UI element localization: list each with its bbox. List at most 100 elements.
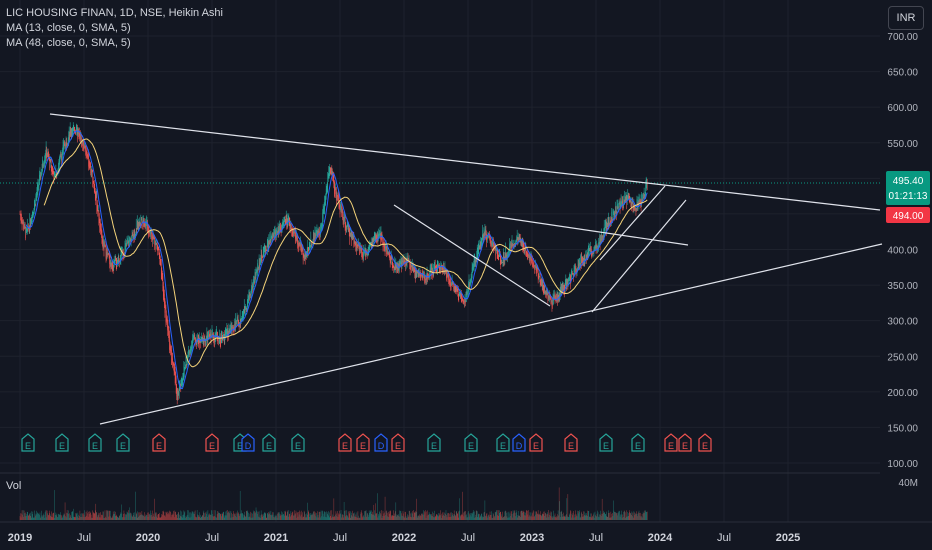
volume-bar [513,513,514,520]
volume-bar [197,514,198,520]
volume-bar [181,516,182,520]
volume-bar [590,517,592,520]
volume-bar [565,515,566,520]
candle-body [401,262,402,268]
candle-body [108,254,110,257]
candle-body [196,340,197,345]
volume-bar [445,514,446,520]
candle-body [88,161,90,164]
candle-body [497,254,499,257]
candle-body [172,362,174,364]
candle-body [617,206,619,208]
candle-body [540,279,541,283]
candle-body [180,384,182,388]
ma-48-label[interactable]: MA (48, close, 0, SMA, 5) [6,37,131,49]
candle-body [139,221,141,224]
volume-bar [228,511,229,520]
candle-body [189,350,190,353]
volume-bar [327,514,328,520]
volume-bar [440,515,442,520]
volume-bar [459,498,460,520]
volume-bar [397,515,398,520]
candle-body [170,346,171,352]
volume-bar [369,511,371,520]
trendlines[interactable] [49,113,883,425]
candle-body [422,274,423,277]
candle-body [310,246,311,247]
volume-bar [576,516,578,520]
volume-bar [611,513,613,520]
candle-body [43,165,44,167]
symbol-title[interactable]: LIC HOUSING FINAN, 1D, NSE, Heikin Ashi [6,7,223,19]
candle-body [256,272,257,274]
candle-body [189,351,191,355]
candle-body [396,267,398,269]
candle-body [537,268,538,272]
volume-bar [404,517,405,520]
candle-body [213,334,214,341]
candle-body [206,337,207,341]
candle-body [601,235,603,238]
volume-bar [438,516,439,520]
volume-bar [56,513,58,520]
candle-body [343,217,344,224]
volume-bar [67,513,68,520]
volume-bar [607,516,608,520]
candle-body [593,252,594,254]
volume-bar [159,517,161,520]
candle-body [341,206,342,213]
volume-bar [48,513,50,520]
currency-button[interactable]: INR [888,6,924,30]
volume-bar [308,511,309,520]
candle-body [238,320,239,325]
candle-body [243,314,244,316]
candle-body [627,192,628,200]
volume-bar [477,513,479,520]
candle-body [177,392,178,395]
candle-body [247,296,249,304]
volume-bar [298,514,300,520]
volume-bar [400,511,402,520]
volume-bar [573,517,575,520]
volume-bar [150,510,151,520]
volume-bar [219,513,220,520]
candle-body [250,293,251,295]
volume-bar [85,516,86,520]
volume-bar [252,517,254,520]
candle-body [499,254,500,256]
candle-body [430,267,431,272]
candle-body [607,222,609,227]
candle-body [549,295,551,299]
volume-bar [283,511,285,520]
candle-body [413,268,415,272]
volume-bar [432,511,433,520]
volume-bar [49,510,50,520]
volume-bar [637,513,639,520]
candle-body [401,259,403,265]
volume-bar [327,515,329,520]
volume-bar [274,517,275,520]
volume-bar [558,487,560,520]
volume-bar [91,517,92,520]
candle-body [557,295,558,301]
candle-body [199,339,200,345]
volume-bar [146,515,147,520]
candle-body [235,323,237,325]
candle-body [571,270,573,276]
candle-body [318,231,319,235]
candle-body [211,337,212,339]
candle-body [39,174,40,185]
volume-bar [221,514,223,520]
candle-body [631,201,633,205]
candle-body [252,286,253,289]
ma-13-label[interactable]: MA (13, close, 0, SMA, 5) [6,22,131,34]
volume-bar [357,517,358,520]
volume-bar [52,513,53,520]
candle-body [192,338,193,345]
volume-bar [270,515,271,520]
time-axis[interactable]: 2019 Jul 2020 Jul 2021 Jul 2022 Jul 2023 Jul 2024 J… [8,532,800,544]
candle-body [630,199,632,206]
candle-body [205,341,206,343]
